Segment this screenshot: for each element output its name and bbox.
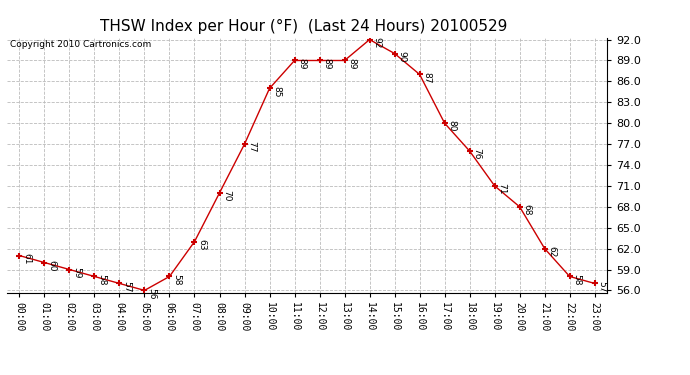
- Text: 58: 58: [97, 274, 106, 285]
- Text: 71: 71: [497, 183, 506, 195]
- Text: 58: 58: [172, 274, 181, 285]
- Text: 61: 61: [22, 253, 31, 264]
- Text: 60: 60: [47, 260, 56, 271]
- Text: 63: 63: [197, 239, 206, 250]
- Text: 89: 89: [347, 58, 356, 69]
- Text: THSW Index per Hour (°F)  (Last 24 Hours) 20100529: THSW Index per Hour (°F) (Last 24 Hours)…: [100, 19, 507, 34]
- Text: 89: 89: [322, 58, 331, 69]
- Text: 62: 62: [547, 246, 556, 257]
- Text: 59: 59: [72, 267, 81, 278]
- Text: 70: 70: [222, 190, 231, 202]
- Text: Copyright 2010 Cartronics.com: Copyright 2010 Cartronics.com: [10, 40, 151, 49]
- Text: 92: 92: [373, 37, 382, 48]
- Text: 68: 68: [522, 204, 531, 216]
- Text: 89: 89: [297, 58, 306, 69]
- Text: 56: 56: [147, 288, 156, 299]
- Text: 85: 85: [273, 86, 282, 97]
- Text: 57: 57: [598, 280, 607, 292]
- Text: 80: 80: [447, 120, 456, 132]
- Text: 57: 57: [122, 280, 131, 292]
- Text: 87: 87: [422, 72, 431, 83]
- Text: 90: 90: [397, 51, 406, 62]
- Text: 58: 58: [573, 274, 582, 285]
- Text: 77: 77: [247, 141, 256, 153]
- Text: 76: 76: [473, 148, 482, 160]
